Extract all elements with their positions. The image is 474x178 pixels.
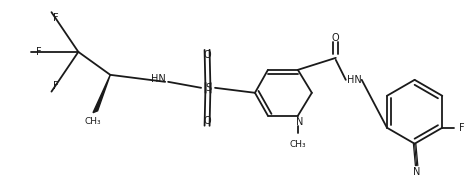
Text: HN: HN [151,74,165,84]
Text: N: N [413,167,420,177]
Text: N: N [296,117,303,127]
Text: CH₃: CH₃ [85,117,101,126]
Text: S: S [205,83,211,93]
Text: HN: HN [347,75,362,85]
Text: CH₃: CH₃ [290,140,306,149]
Text: O: O [203,116,211,126]
Text: F: F [53,13,58,23]
Text: F: F [36,47,41,57]
Text: F: F [53,81,58,91]
Polygon shape [93,75,110,113]
Text: O: O [332,33,339,43]
Text: F: F [459,123,465,133]
Text: O: O [203,50,211,60]
